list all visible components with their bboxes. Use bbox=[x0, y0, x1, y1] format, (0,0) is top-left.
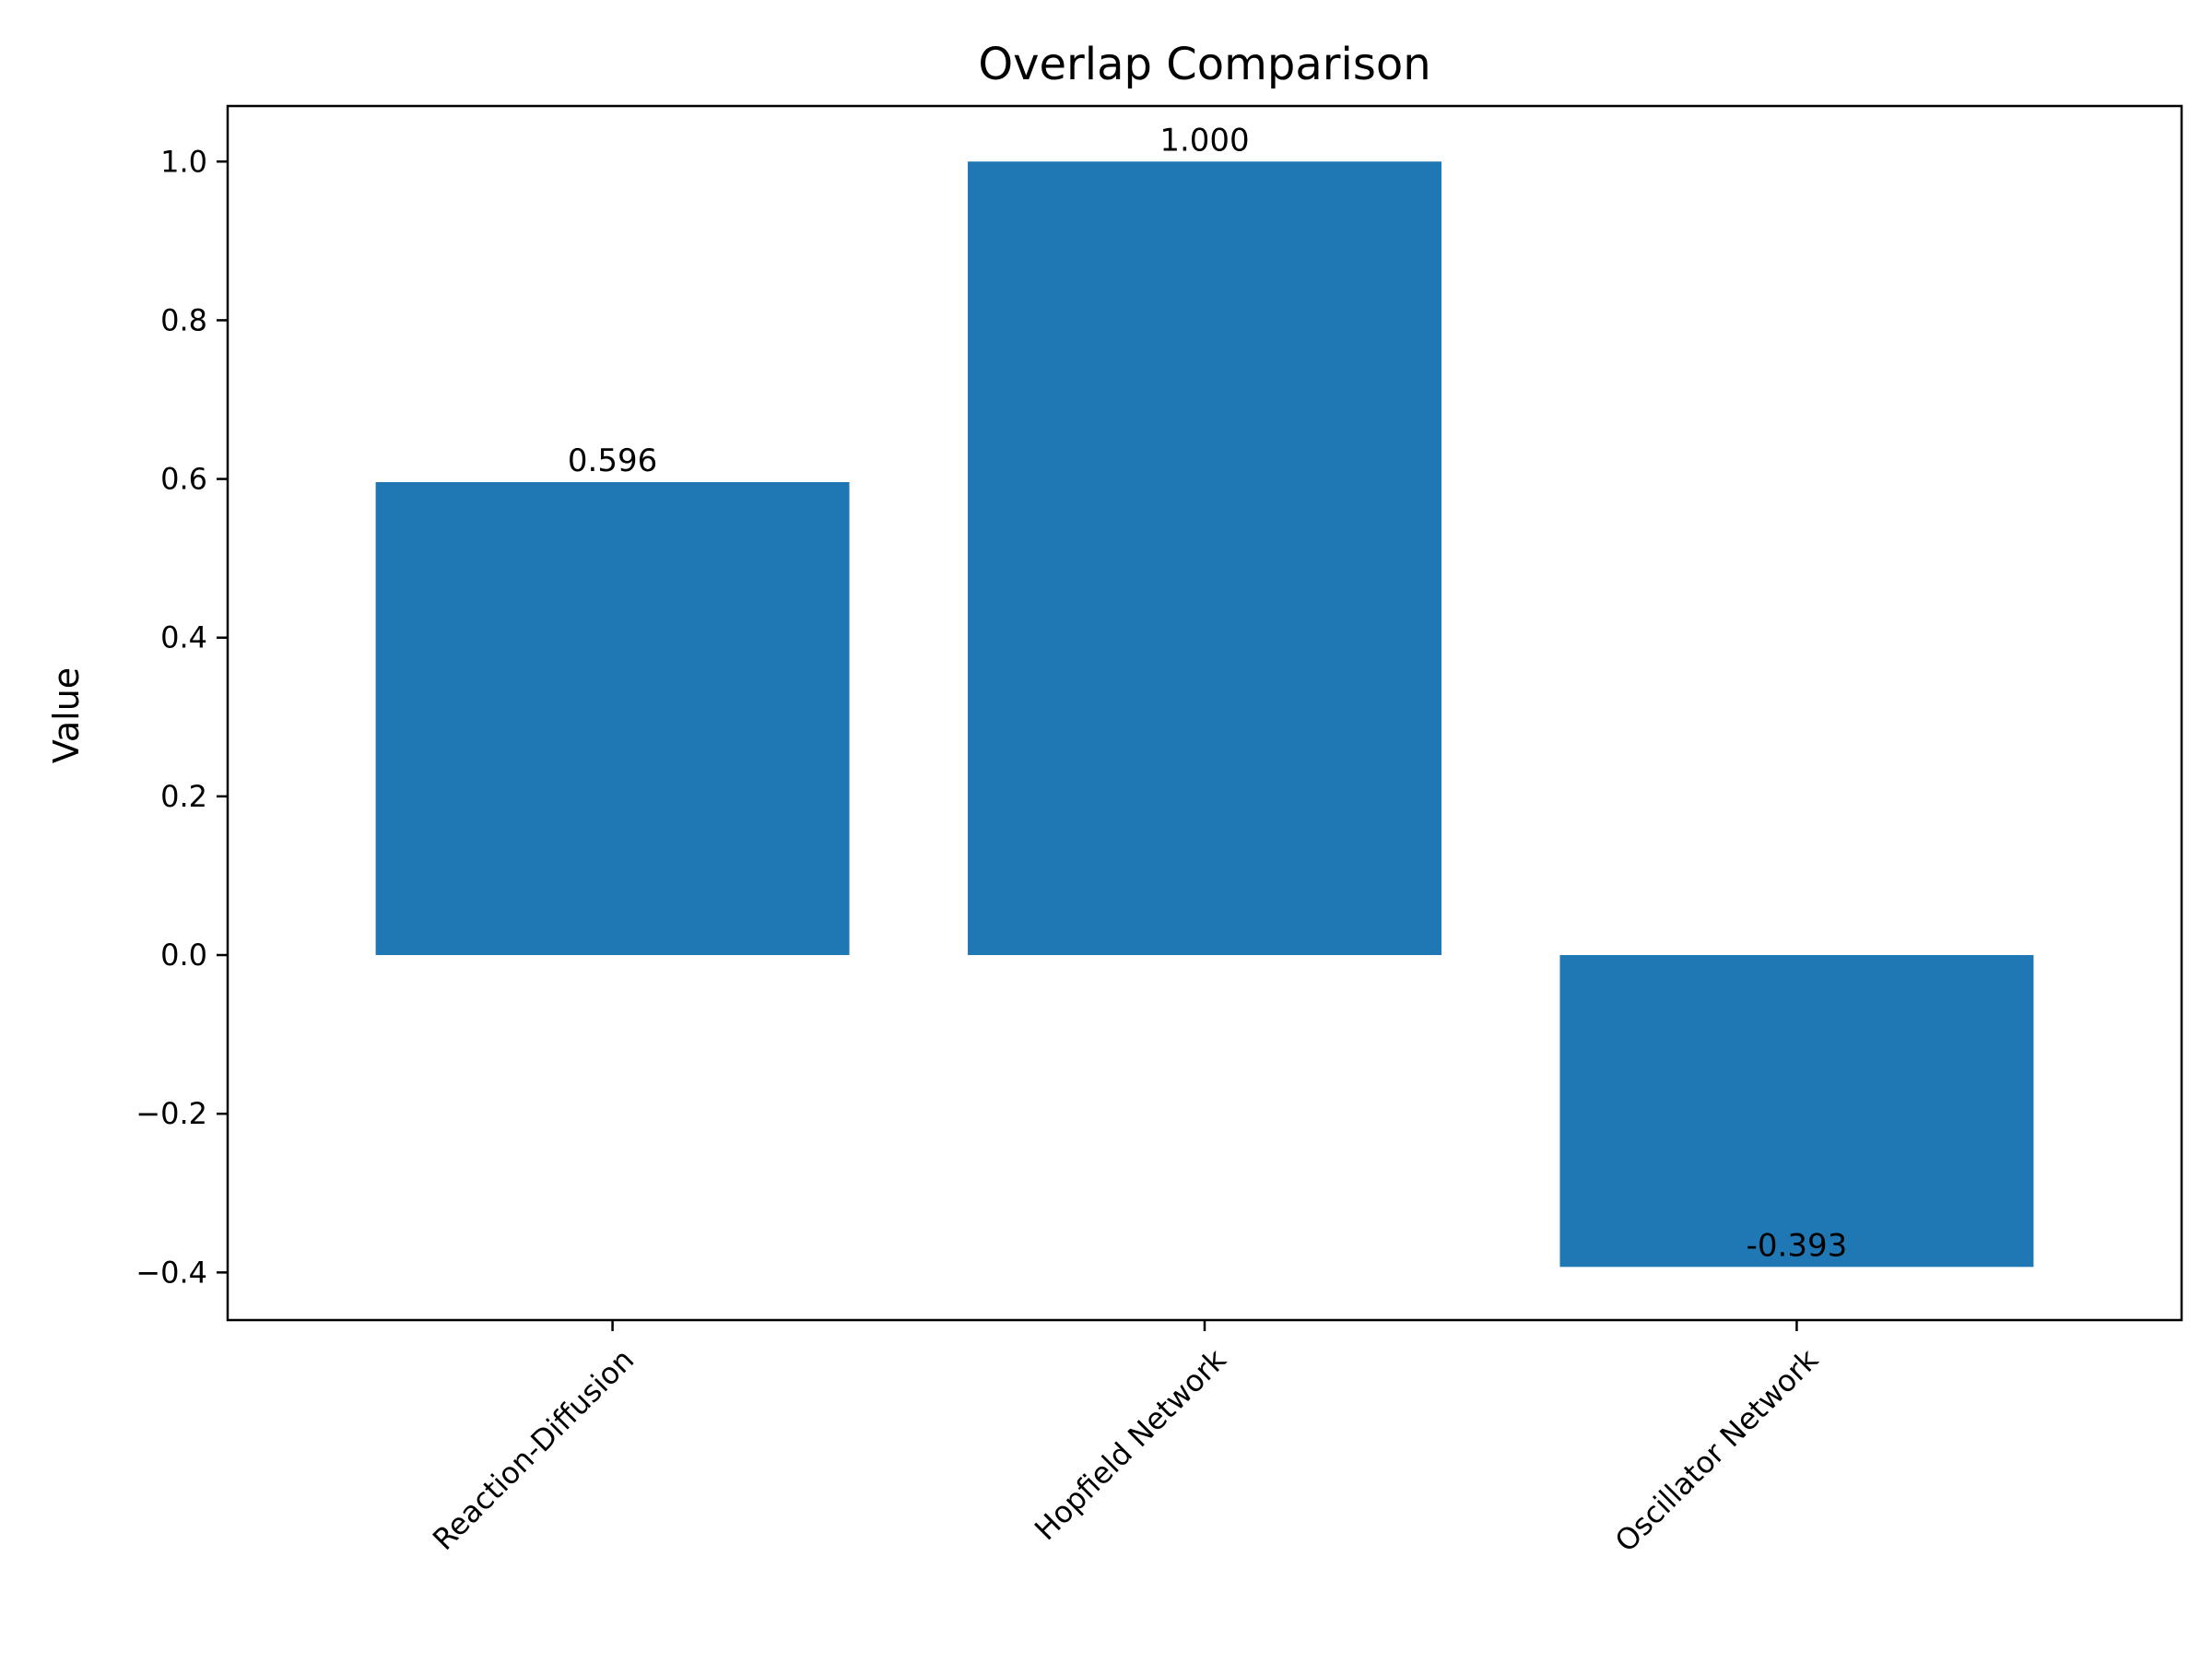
bars-layer bbox=[375, 161, 2034, 1268]
bar-value-labels: 0.596 1.000 -0.393 bbox=[568, 122, 1847, 1264]
x-tick-label: Hopfield Network bbox=[1028, 1341, 1233, 1547]
y-tick-label: 0.4 bbox=[160, 620, 207, 655]
y-tick-label: 1.0 bbox=[160, 144, 207, 179]
y-tick-label: 0.2 bbox=[160, 779, 207, 814]
y-tick-label: −0.2 bbox=[135, 1096, 207, 1131]
y-tick-label: 0.0 bbox=[160, 938, 207, 973]
bar-0 bbox=[375, 482, 850, 956]
y-axis: −0.4 −0.2 0.0 0.2 0.4 0.6 0.8 1.0 bbox=[135, 144, 228, 1290]
x-tick-label: Oscillator Network bbox=[1608, 1341, 1826, 1559]
bar-value-label: 0.596 bbox=[568, 442, 657, 479]
x-tick-label: Reaction-Diffusion bbox=[426, 1342, 641, 1557]
bar-value-label: 1.000 bbox=[1159, 122, 1249, 159]
x-axis: Reaction-Diffusion Hopfield Network Oscill… bbox=[426, 1320, 1825, 1559]
bar-value-label: -0.393 bbox=[1747, 1227, 1848, 1264]
y-axis-title: Value bbox=[46, 667, 87, 763]
y-tick-label: 0.6 bbox=[160, 462, 207, 497]
plot-frame bbox=[226, 104, 2183, 1322]
chart-title: Overlap Comparison bbox=[978, 39, 1430, 90]
bar-1 bbox=[968, 161, 1441, 956]
y-tick-label: −0.4 bbox=[135, 1255, 207, 1290]
bar-2 bbox=[1559, 955, 2034, 1268]
y-tick-label: 0.8 bbox=[160, 302, 207, 337]
